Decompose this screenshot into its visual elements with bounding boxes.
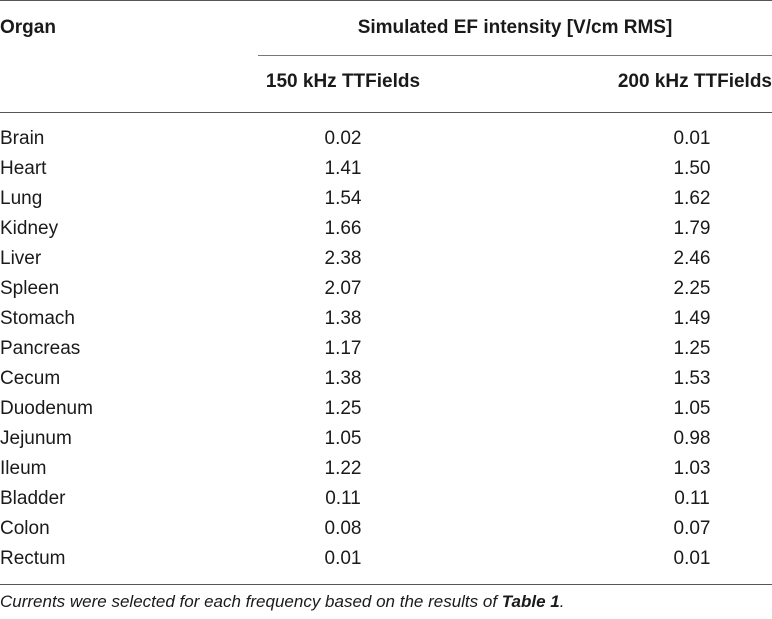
footnote-end: . xyxy=(559,592,565,611)
value-150khz-cell: 1.66 xyxy=(324,218,362,239)
organ-cell: Stomach xyxy=(0,308,75,329)
table-top-rule xyxy=(0,0,772,1)
table-footnote: Currents were selected for each frequenc… xyxy=(0,592,564,612)
value-200khz-cell: 0.01 xyxy=(673,548,711,569)
value-150khz-cell: 1.38 xyxy=(324,368,362,389)
organ-cell: Colon xyxy=(0,518,50,539)
table-row: Lung 1.54 1.62 xyxy=(0,184,772,214)
value-150khz-cell: 2.07 xyxy=(324,278,362,299)
table-row: Cecum 1.38 1.53 xyxy=(0,364,772,394)
value-200khz-cell: 1.49 xyxy=(673,308,711,329)
value-200khz-cell: 2.46 xyxy=(673,248,711,269)
header-group-label: Simulated EF intensity [V/cm RMS] xyxy=(357,17,673,38)
value-150khz-cell: 1.38 xyxy=(324,308,362,329)
value-200khz-cell: 1.05 xyxy=(673,398,711,419)
table-row: Duodenum 1.25 1.05 xyxy=(0,394,772,424)
value-200khz-cell: 0.01 xyxy=(673,128,711,149)
organ-cell: Bladder xyxy=(0,488,66,509)
table-row: Colon 0.08 0.07 xyxy=(0,514,772,544)
table-row: Pancreas 1.17 1.25 xyxy=(0,334,772,364)
table-row: Ileum 1.22 1.03 xyxy=(0,454,772,484)
organ-cell: Cecum xyxy=(0,368,61,389)
table-row: Spleen 2.07 2.25 xyxy=(0,274,772,304)
value-150khz-cell: 0.11 xyxy=(325,488,361,509)
value-150khz-cell: 1.05 xyxy=(324,428,362,449)
organ-cell: Heart xyxy=(0,158,47,179)
value-200khz-cell: 1.50 xyxy=(673,158,711,179)
table-row: Stomach 1.38 1.49 xyxy=(0,304,772,334)
table-row: Rectum 0.01 0.01 xyxy=(0,544,772,574)
value-150khz-cell: 1.17 xyxy=(324,338,362,359)
organ-cell: Ileum xyxy=(0,458,47,479)
value-150khz-cell: 0.01 xyxy=(324,548,362,569)
value-200khz-cell: 1.53 xyxy=(673,368,711,389)
organ-cell: Pancreas xyxy=(0,338,81,359)
value-200khz-cell: 1.03 xyxy=(673,458,711,479)
table-row: Brain 0.02 0.01 xyxy=(0,124,772,154)
table-bottom-rule xyxy=(0,584,772,585)
value-150khz-cell: 1.22 xyxy=(324,458,362,479)
footnote-text: Currents were selected for each frequenc… xyxy=(0,592,502,611)
value-150khz-cell: 1.25 xyxy=(324,398,362,419)
value-150khz-cell: 2.38 xyxy=(324,248,362,269)
header-col-150khz: 150 kHz TTFields xyxy=(265,71,421,92)
organ-cell: Jejunum xyxy=(0,428,72,449)
value-200khz-cell: 1.79 xyxy=(673,218,711,239)
value-200khz-cell: 0.11 xyxy=(674,488,710,509)
table-row: Liver 2.38 2.46 xyxy=(0,244,772,274)
header-organ: Organ xyxy=(0,17,56,38)
value-150khz-cell: 0.02 xyxy=(324,128,362,149)
value-200khz-cell: 1.25 xyxy=(673,338,711,359)
table-row: Heart 1.41 1.50 xyxy=(0,154,772,184)
organ-cell: Rectum xyxy=(0,548,66,569)
header-group-rule xyxy=(258,55,772,56)
table-row: Bladder 0.11 0.11 xyxy=(0,484,772,514)
value-150khz-cell: 1.54 xyxy=(324,188,362,209)
organ-cell: Spleen xyxy=(0,278,60,299)
value-200khz-cell: 2.25 xyxy=(673,278,711,299)
header-col-200khz: 200 kHz TTFields xyxy=(617,71,772,92)
table-row: Kidney 1.66 1.79 xyxy=(0,214,772,244)
organ-cell: Lung xyxy=(0,188,43,209)
value-200khz-cell: 1.62 xyxy=(673,188,711,209)
header-bottom-rule xyxy=(0,112,772,113)
value-150khz-cell: 0.08 xyxy=(324,518,362,539)
organ-cell: Liver xyxy=(0,248,42,269)
value-200khz-cell: 0.98 xyxy=(673,428,711,449)
table-row: Jejunum 1.05 0.98 xyxy=(0,424,772,454)
organ-cell: Kidney xyxy=(0,218,59,239)
footnote-table-ref[interactable]: Table 1 xyxy=(501,592,560,611)
organ-cell: Duodenum xyxy=(0,398,93,419)
value-150khz-cell: 1.41 xyxy=(324,158,362,179)
value-200khz-cell: 0.07 xyxy=(673,518,711,539)
organ-cell: Brain xyxy=(0,128,45,149)
